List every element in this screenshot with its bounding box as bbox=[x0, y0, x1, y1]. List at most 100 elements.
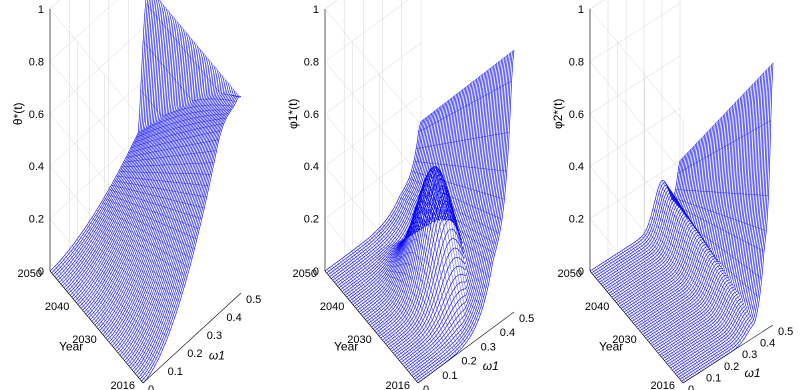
surface-line bbox=[77, 20, 177, 305]
surface-line bbox=[324, 121, 422, 272]
year-tick-label: 2050 bbox=[293, 268, 317, 280]
z-axis-label: φ2*(t) bbox=[551, 99, 565, 129]
surface-line bbox=[601, 263, 695, 376]
surface-line bbox=[592, 269, 686, 382]
surface-line bbox=[418, 80, 512, 133]
surface-line bbox=[71, 245, 166, 345]
surface-line bbox=[89, 221, 183, 294]
surface-line bbox=[657, 190, 751, 329]
surface-line bbox=[159, 0, 242, 97]
z-tick-label: 0.8 bbox=[304, 56, 319, 68]
z-tick-label: 0 bbox=[578, 266, 584, 278]
year-axis-line bbox=[589, 270, 684, 384]
surface-line bbox=[634, 241, 729, 355]
surface-line bbox=[643, 233, 738, 348]
surface-line bbox=[675, 189, 769, 196]
surface-line bbox=[606, 142, 698, 292]
omega-axis-line bbox=[682, 324, 774, 384]
surface-line bbox=[599, 150, 690, 283]
z-tick-label: 0 bbox=[313, 266, 319, 278]
z-tick-label: 1 bbox=[313, 4, 319, 16]
omega-tick-label: 0.2 bbox=[187, 348, 202, 360]
surface-line bbox=[621, 250, 715, 363]
top-edge bbox=[49, 0, 61, 10]
surface-line bbox=[416, 132, 510, 149]
surface-line bbox=[668, 190, 762, 279]
surface-line bbox=[84, 228, 178, 310]
omega-axis-line bbox=[417, 311, 515, 384]
omega-tick-label: 0.3 bbox=[207, 330, 222, 342]
surface-line bbox=[375, 197, 469, 340]
year-tick-label: 2040 bbox=[320, 301, 344, 313]
surface-line bbox=[101, 201, 195, 250]
omega-tick-label: 0.2 bbox=[461, 356, 476, 368]
surface-line bbox=[344, 105, 442, 296]
surface-line bbox=[596, 154, 687, 279]
surface-line bbox=[113, 180, 207, 198]
top-edge bbox=[589, 0, 605, 10]
surface-line bbox=[332, 265, 426, 378]
surface-line bbox=[396, 198, 491, 278]
surface-line bbox=[98, 205, 193, 259]
z-tick-label: 0.4 bbox=[29, 161, 44, 173]
z-tick-label: 0.6 bbox=[569, 109, 584, 121]
surface-line bbox=[387, 167, 481, 315]
surface-line bbox=[633, 115, 724, 324]
year-tick-label: 2030 bbox=[347, 334, 371, 346]
surface-line bbox=[108, 189, 202, 219]
surface-line bbox=[389, 171, 483, 308]
surface-line bbox=[607, 259, 702, 372]
surface-line bbox=[603, 262, 697, 375]
omega-tick-labels: 00.10.20.30.40.5 bbox=[688, 326, 793, 390]
surface-line bbox=[69, 249, 163, 350]
z-gridline bbox=[49, 23, 149, 226]
surface-line bbox=[111, 184, 205, 209]
surface-line bbox=[81, 232, 175, 318]
surface-line bbox=[401, 192, 495, 255]
surface-line bbox=[57, 263, 151, 374]
omega-tick-label: 0.3 bbox=[742, 349, 757, 361]
surface-line bbox=[392, 178, 486, 299]
surface-line bbox=[384, 166, 479, 322]
omega-axis-line bbox=[142, 292, 242, 384]
omega-tick-label: 0.2 bbox=[724, 361, 739, 373]
omega-tick-labels: 00.10.20.30.40.5 bbox=[148, 294, 261, 390]
surface-line bbox=[679, 62, 774, 161]
year-tick-label: 2050 bbox=[558, 268, 582, 280]
surface-line bbox=[625, 247, 720, 360]
surface-line bbox=[610, 257, 704, 371]
surface-line bbox=[356, 247, 450, 360]
z-gridline bbox=[324, 42, 422, 226]
surface-line bbox=[648, 223, 742, 343]
surface-line bbox=[327, 269, 421, 382]
surface-line bbox=[341, 258, 435, 371]
omega-tick-label: 0 bbox=[688, 384, 694, 390]
surface-mesh bbox=[324, 49, 515, 384]
year-tick-labels: 2016 2030 2040 2050 bbox=[293, 268, 410, 390]
surface-line bbox=[614, 254, 708, 368]
surface-line bbox=[358, 245, 452, 358]
surface-line bbox=[346, 254, 440, 368]
surface-line bbox=[118, 171, 212, 175]
surface-line bbox=[377, 185, 471, 336]
year-tick-label: 2030 bbox=[72, 334, 96, 346]
surface-line bbox=[106, 193, 200, 230]
surface-line bbox=[365, 240, 459, 352]
surface-line bbox=[598, 265, 693, 378]
surface-line bbox=[49, 0, 147, 272]
surface-line bbox=[655, 199, 749, 333]
z-tick-label: 0.8 bbox=[569, 56, 584, 68]
surface-line bbox=[86, 225, 180, 303]
surface-line bbox=[377, 80, 474, 335]
surface-line bbox=[334, 114, 431, 283]
surface-line bbox=[52, 268, 146, 381]
surface-line bbox=[344, 256, 438, 369]
omega-tick-label: 0.1 bbox=[442, 370, 457, 382]
year-tick-label: 2050 bbox=[18, 268, 42, 280]
axes-frame bbox=[324, 0, 515, 384]
z-tick-labels: 0 0.2 0.4 0.6 0.8 1 bbox=[569, 4, 584, 278]
surface-line bbox=[404, 188, 498, 245]
